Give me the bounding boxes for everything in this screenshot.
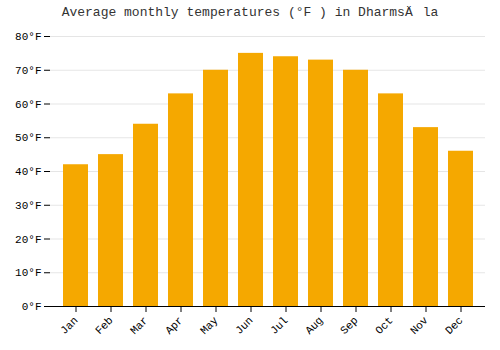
svg-text:Dec: Dec: [443, 314, 465, 336]
svg-text:May: May: [198, 314, 221, 337]
svg-text:Oct: Oct: [373, 314, 395, 336]
svg-text:Jul: Jul: [268, 314, 290, 336]
svg-text:60°F: 60°F: [15, 99, 41, 111]
svg-text:Nov: Nov: [408, 314, 431, 337]
svg-text:30°F: 30°F: [15, 200, 41, 212]
svg-text:70°F: 70°F: [15, 65, 41, 77]
svg-text:40°F: 40°F: [15, 166, 41, 178]
svg-text:80°F: 80°F: [15, 31, 41, 43]
svg-text:Sep: Sep: [338, 314, 360, 336]
svg-text:Jan: Jan: [58, 314, 80, 336]
html-text:Average monthly temperatures (: Average monthly temperatures (°F ) in Dh…: [61, 5, 439, 20]
svg-text:50°F: 50°F: [15, 132, 41, 144]
svg-text:Mar: Mar: [128, 314, 150, 336]
svg-text:Feb: Feb: [93, 314, 115, 336]
svg-text:0°F: 0°F: [22, 301, 42, 313]
svg-text:Apr: Apr: [163, 314, 185, 336]
svg-text:Jun: Jun: [233, 314, 255, 336]
svg-text:10°F: 10°F: [15, 267, 41, 279]
svg-text:20°F: 20°F: [15, 234, 41, 246]
svg-text:Aug: Aug: [303, 314, 325, 336]
